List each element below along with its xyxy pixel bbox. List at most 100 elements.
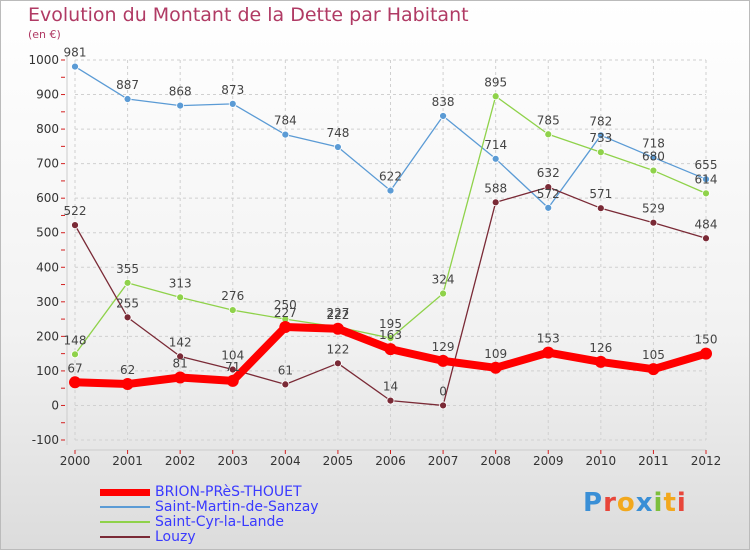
data-point	[544, 203, 553, 212]
y-tick-label: 500	[36, 226, 59, 240]
data-label: 714	[484, 138, 507, 152]
data-point	[69, 376, 81, 389]
data-point	[384, 343, 397, 356]
data-label: 67	[67, 361, 82, 375]
data-label: 873	[221, 83, 244, 97]
data-point	[649, 153, 658, 162]
data-label: 324	[432, 273, 455, 287]
data-point	[437, 354, 450, 367]
data-label: 868	[169, 85, 192, 99]
data-label: 484	[695, 217, 718, 231]
data-label: 153	[537, 332, 560, 346]
data-point	[649, 166, 658, 175]
data-label: 150	[695, 333, 718, 347]
y-tick-label: 200	[36, 329, 59, 343]
y-tick-label: 1000	[28, 53, 59, 67]
data-label: 122	[326, 342, 349, 356]
data-label: 276	[221, 289, 244, 303]
data-point	[334, 359, 342, 368]
x-tick-label: 2005	[323, 454, 354, 468]
data-point	[226, 374, 239, 387]
legend-swatch	[100, 489, 150, 496]
data-label: 632	[537, 166, 560, 180]
data-label: 895	[484, 75, 507, 89]
data-label: 163	[379, 328, 402, 342]
data-label: 680	[642, 150, 665, 164]
logo-letter: x	[635, 488, 654, 518]
data-point	[544, 130, 553, 139]
data-point	[71, 62, 79, 71]
data-labels: 981 887 868 873 784 748 622 838 714 572 782 718 655 1…	[64, 46, 718, 399]
data-point	[702, 234, 710, 243]
x-tick-label: 2000	[60, 454, 91, 468]
x-tick-label: 2004	[270, 454, 301, 468]
data-label: 522	[64, 204, 87, 218]
data-point	[386, 396, 395, 405]
data-label: 0	[439, 384, 447, 398]
data-label: 104	[221, 349, 244, 363]
logo-letter: i	[653, 488, 664, 518]
y-tick-label: 400	[36, 260, 59, 274]
x-tick-label: 2003	[217, 454, 248, 468]
data-point	[544, 183, 553, 192]
legend-label: Louzy	[155, 529, 196, 545]
y-tick-label: 700	[36, 157, 59, 171]
data-point	[123, 278, 132, 287]
data-label: 588	[484, 181, 507, 195]
y-tick-label: 900	[36, 88, 59, 102]
data-point	[121, 378, 134, 391]
data-label: 227	[326, 306, 349, 320]
data-label: 250	[274, 298, 297, 312]
unit-label: (en €)	[28, 28, 61, 41]
data-label: 105	[642, 348, 665, 362]
data-point	[542, 346, 555, 359]
data-point	[649, 218, 658, 227]
y-tick-label: -100	[32, 433, 59, 447]
logo-letter: i	[676, 488, 687, 518]
data-point	[700, 347, 712, 360]
logo-letter: o	[616, 488, 636, 518]
data-point	[123, 95, 132, 103]
data-label: 14	[383, 380, 398, 394]
data-point	[71, 221, 79, 230]
data-point	[279, 321, 292, 334]
data-label: 142	[169, 335, 192, 349]
logo-letter: P	[583, 488, 604, 518]
data-label: 572	[537, 187, 560, 201]
data-point	[489, 361, 502, 374]
data-point	[439, 289, 447, 298]
chart-title: Evolution du Montant de la Dette par Hab…	[28, 4, 469, 26]
x-tick-label: 2007	[428, 454, 459, 468]
data-point	[702, 189, 710, 198]
data-label: 622	[379, 170, 402, 184]
data-label: 81	[173, 356, 188, 370]
legend-swatch	[100, 506, 150, 508]
data-point	[228, 306, 237, 315]
x-tick-label: 2009	[533, 454, 564, 468]
x-tick-label: 2006	[375, 454, 406, 468]
y-tick-label: 600	[36, 191, 59, 205]
data-point	[281, 380, 290, 389]
data-point	[71, 350, 79, 359]
data-label: 981	[64, 46, 87, 60]
series-layer	[69, 62, 712, 410]
x-tick-label: 2011	[638, 454, 669, 468]
data-point	[491, 92, 500, 101]
x-tick-label: 2012	[691, 454, 722, 468]
legend-swatch	[100, 536, 150, 538]
data-point	[702, 175, 710, 184]
data-point	[123, 313, 132, 322]
axes: -100 0 100 200 300 400 500 600 700 800 900 1000 2000…	[28, 53, 721, 468]
proxiti-logo: Proxiti	[583, 488, 687, 518]
data-point	[596, 148, 605, 157]
data-label: 61	[278, 363, 293, 377]
data-point	[228, 99, 237, 108]
data-label: 571	[589, 187, 612, 201]
data-point	[386, 186, 395, 195]
data-label: 782	[589, 114, 612, 128]
data-point	[596, 131, 605, 140]
data-label: 887	[116, 78, 139, 92]
data-point	[439, 112, 447, 120]
data-point	[176, 101, 185, 110]
data-label: 129	[432, 340, 455, 354]
